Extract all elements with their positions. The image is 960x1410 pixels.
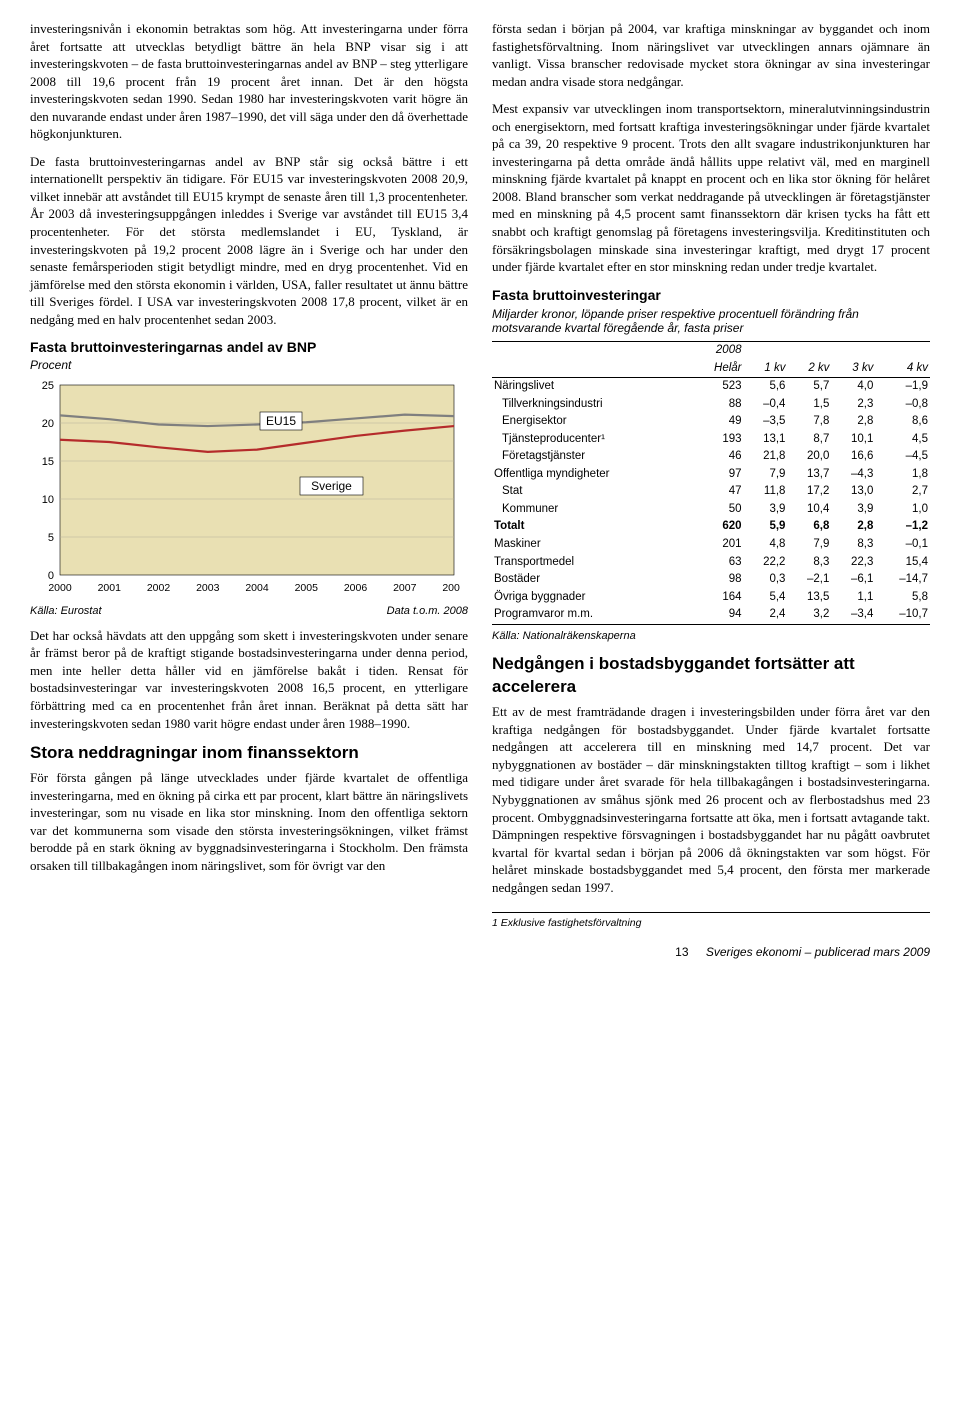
- left-p4: För första gången på länge utvecklades u…: [30, 769, 468, 874]
- svg-text:2007: 2007: [393, 582, 417, 594]
- left-h2-finans: Stora neddragningar inom finanssektorn: [30, 742, 468, 765]
- investment-table: 2008Helår1 kv2 kv3 kv4 kvNäringslivet523…: [492, 341, 930, 624]
- table-row: Kommuner503,910,43,91,0: [492, 501, 930, 519]
- table-row: Programvaror m.m.942,43,2–3,4–10,7: [492, 606, 930, 624]
- right-p3: Ett av de mest framträdande dragen i inv…: [492, 703, 930, 896]
- svg-text:15: 15: [42, 456, 54, 468]
- table-footnote: 1 Exklusive fastighetsförvaltning: [492, 912, 930, 930]
- left-column: investeringsnivån i ekonomin betraktas s…: [30, 20, 468, 930]
- svg-text:2004: 2004: [245, 582, 269, 594]
- page-number: 13: [675, 945, 688, 959]
- left-p3: Det har också hävdats att den uppgång so…: [30, 627, 468, 732]
- table-title: Fasta bruttoinvesteringar: [492, 286, 930, 305]
- svg-text:10: 10: [42, 494, 54, 506]
- page-columns: investeringsnivån i ekonomin betraktas s…: [30, 20, 930, 930]
- table-subtitle: Miljarder kronor, löpande priser respekt…: [492, 307, 930, 336]
- page-footer: 13 Sveriges ekonomi – publicerad mars 20…: [30, 944, 930, 960]
- svg-text:0: 0: [48, 570, 54, 582]
- svg-text:2002: 2002: [147, 582, 171, 594]
- table-row: Totalt6205,96,82,8–1,2: [492, 518, 930, 536]
- svg-text:20: 20: [42, 418, 54, 430]
- chart-title: Fasta bruttoinvesteringarnas andel av BN…: [30, 338, 468, 357]
- svg-text:2000: 2000: [48, 582, 72, 594]
- left-p1: investeringsnivån i ekonomin betraktas s…: [30, 20, 468, 143]
- right-column: första sedan i början på 2004, var kraft…: [492, 20, 930, 930]
- chart-subtitle: Procent: [30, 357, 468, 373]
- table-row: Offentliga myndigheter977,913,7–4,31,8: [492, 466, 930, 484]
- table-row: Tillverkningsindustri88–0,41,52,3–0,8: [492, 396, 930, 414]
- svg-text:EU15: EU15: [266, 414, 296, 428]
- table-row: Maskiner2014,87,98,3–0,1: [492, 536, 930, 554]
- right-p2: Mest expansiv var utvecklingen inom tran…: [492, 100, 930, 275]
- svg-text:2008: 2008: [442, 582, 460, 594]
- svg-text:2001: 2001: [98, 582, 122, 594]
- table-row: Energisektor49–3,57,82,88,6: [492, 413, 930, 431]
- table-row: Transportmedel6322,28,322,315,4: [492, 554, 930, 572]
- svg-text:Sverige: Sverige: [311, 479, 352, 493]
- table-row: Tjänsteproducenter¹19313,18,710,14,5: [492, 431, 930, 449]
- chart-block: Fasta bruttoinvesteringarnas andel av BN…: [30, 338, 468, 618]
- table-row: Näringslivet5235,65,74,0–1,9: [492, 378, 930, 396]
- chart-source-right: Data t.o.m. 2008: [387, 604, 468, 619]
- chart-source-left: Källa: Eurostat: [30, 604, 102, 619]
- publication-info: Sveriges ekonomi – publicerad mars 2009: [706, 945, 930, 959]
- right-h2-bostad: Nedgången i bostadsbyggandet fortsätter …: [492, 653, 930, 699]
- line-chart: 0 5 10 15 20 25 2000 2001 2002 2003 2004 2005 2006 20…: [30, 377, 460, 597]
- table-source: Källa: Nationalräkenskaperna: [492, 629, 930, 644]
- svg-text:25: 25: [42, 380, 54, 392]
- table-row: Företagstjänster4621,820,016,6–4,5: [492, 448, 930, 466]
- table-row: Stat4711,817,213,02,7: [492, 483, 930, 501]
- svg-text:2006: 2006: [344, 582, 368, 594]
- table-row: Övriga byggnader1645,413,51,15,8: [492, 589, 930, 607]
- table-row: Bostäder980,3–2,1–6,1–14,7: [492, 571, 930, 589]
- svg-text:5: 5: [48, 532, 54, 544]
- left-p2: De fasta bruttoinvesteringarnas andel av…: [30, 153, 468, 328]
- svg-text:2003: 2003: [196, 582, 220, 594]
- right-p1: första sedan i början på 2004, var kraft…: [492, 20, 930, 90]
- chart-footer: Källa: Eurostat Data t.o.m. 2008: [30, 604, 468, 619]
- svg-text:2005: 2005: [295, 582, 319, 594]
